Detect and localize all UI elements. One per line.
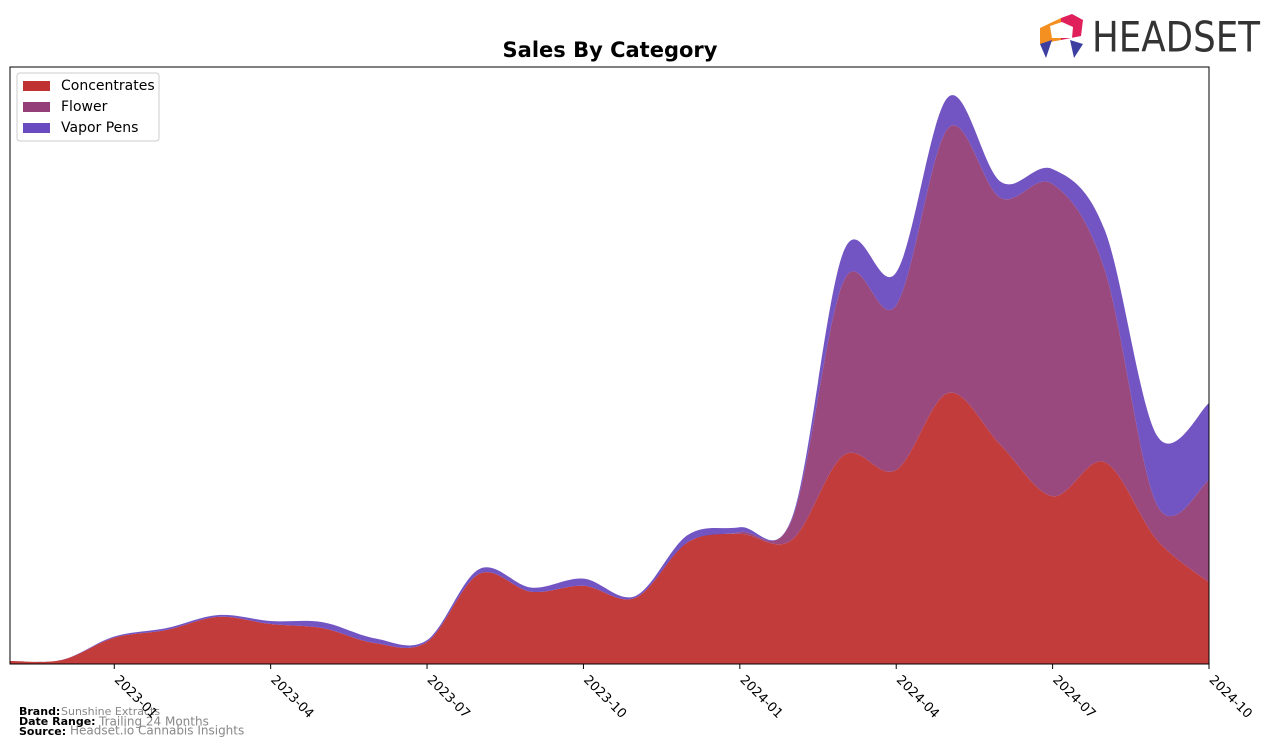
footer-label: Brand:: [19, 705, 60, 718]
area: [10, 95, 1209, 662]
x-tick-label: 2024-04: [893, 673, 942, 722]
legend-box: [16, 72, 160, 142]
logo-icon: [1040, 14, 1083, 58]
x-tick-label: 2023-10: [580, 673, 629, 722]
footer-value: Sunshine Extracts: [61, 705, 160, 718]
legend-label: Concentrates: [61, 78, 155, 94]
x-tick-label: 2023-07: [424, 673, 473, 722]
footer-value: Trailing 24 Months: [98, 715, 209, 729]
legend-swatch: [23, 81, 50, 91]
x-tick-label: 2023-04: [267, 673, 316, 722]
x-tick-label: 2024-01: [737, 673, 786, 722]
legend-label: Flower: [61, 99, 108, 115]
footer-label: Date Range:: [19, 715, 96, 728]
legend-swatch: [23, 123, 50, 133]
footer-value: Headset.io Cannabis Insights: [70, 724, 244, 738]
plot-frame: [9, 66, 1210, 665]
chart-title: Sales By Category: [503, 38, 718, 62]
logo-text: HEADSET: [1092, 13, 1260, 62]
x-tick-label: 2024-10: [1206, 673, 1255, 722]
legend-label: Vapor Pens: [61, 120, 138, 136]
legend-swatch: [23, 102, 50, 112]
area: [10, 125, 1209, 662]
x-tick-label: 2024-07: [1049, 673, 1098, 722]
area: [10, 392, 1209, 664]
footer-label: Source:: [19, 725, 66, 738]
